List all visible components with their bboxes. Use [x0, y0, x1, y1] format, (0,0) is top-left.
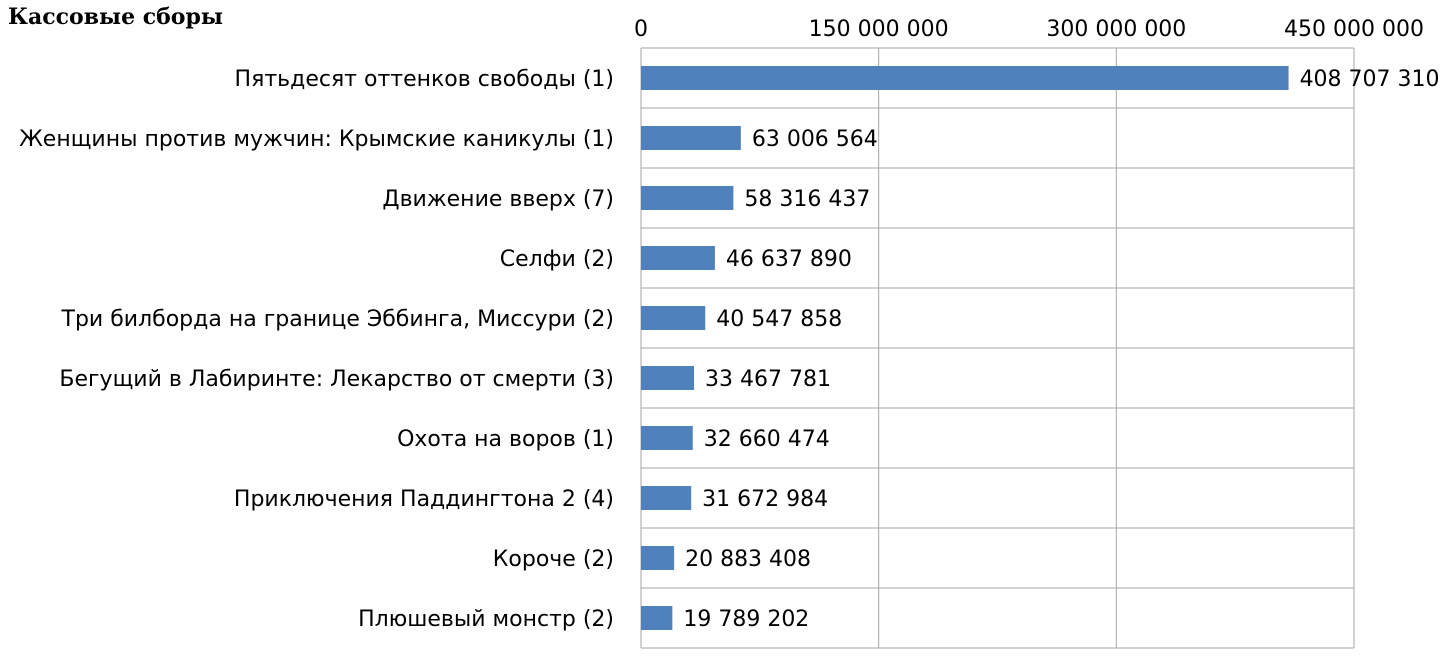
x-tick-label: 300 000 000: [1046, 17, 1186, 42]
x-axis-ticks: 0 150 000 000 300 000 000 450 000 000: [634, 17, 1424, 42]
chart-title: Кассовые сборы: [8, 4, 223, 30]
bar: [641, 306, 706, 330]
bar: [641, 546, 675, 570]
category-label: Охота на воров (1): [397, 427, 614, 452]
bar: [641, 66, 1289, 90]
category-label: Селфи (2): [500, 247, 614, 272]
category-label: Плюшевый монстр (2): [358, 607, 614, 632]
category-label: Короче (2): [493, 547, 614, 572]
bar: [641, 366, 695, 390]
category-label: Три билборда на границе Эббинга, Миссури…: [61, 307, 614, 332]
gridlines: [640, 47, 1355, 649]
value-label: 58 316 437: [744, 187, 870, 212]
category-label: Движение вверх (7): [382, 187, 614, 212]
value-labels: 408 707 310 63 006 564 58 316 437 46 637 89…: [683, 67, 1439, 632]
value-label: 32 660 474: [704, 427, 830, 452]
x-tick-label: 450 000 000: [1284, 17, 1424, 42]
bar: [641, 486, 692, 510]
value-label: 20 883 408: [685, 547, 811, 572]
bars: [641, 66, 1289, 630]
bar: [641, 426, 693, 450]
value-label: 33 467 781: [705, 367, 831, 392]
category-label: Пятьдесят оттенков свободы (1): [235, 67, 614, 92]
value-label: 31 672 984: [702, 487, 828, 512]
value-label: 19 789 202: [683, 607, 809, 632]
bar: [641, 126, 741, 150]
value-label: 63 006 564: [752, 127, 878, 152]
category-label: Приключения Паддингтона 2 (4): [234, 487, 614, 512]
category-labels: Пятьдесят оттенков свободы (1) Женщины пр…: [19, 67, 614, 632]
category-label: Бегущий в Лабиринте: Лекарство от смерти…: [59, 367, 614, 392]
category-label: Женщины против мужчин: Крымские каникулы…: [19, 127, 614, 152]
bar: [641, 606, 673, 630]
value-label: 46 637 890: [726, 247, 852, 272]
x-tick-label: 0: [634, 17, 648, 42]
value-label: 408 707 310: [1300, 67, 1440, 92]
bar: [641, 246, 715, 270]
x-tick-label: 150 000 000: [809, 17, 949, 42]
bar: [641, 186, 734, 210]
value-label: 40 547 858: [716, 307, 842, 332]
